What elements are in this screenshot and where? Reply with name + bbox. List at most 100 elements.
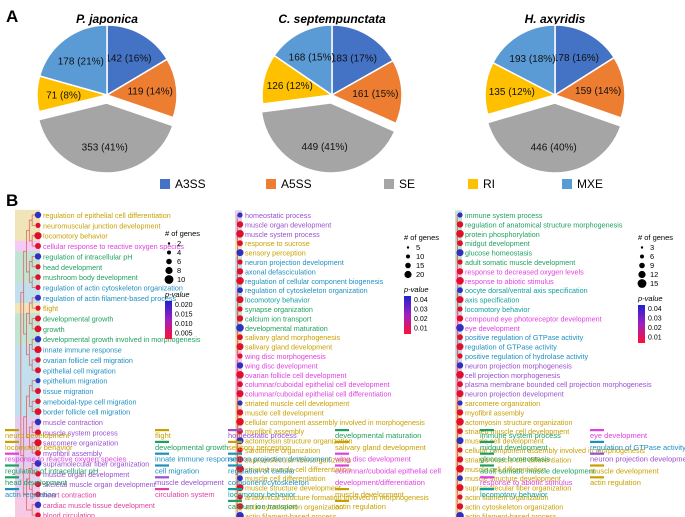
size-legend-value: 15 [416,261,424,270]
pvalue-title: p-value [403,285,429,294]
legend-item-se: SE [384,177,415,191]
term-dot [35,450,41,457]
category-label: actin regulation [590,478,641,487]
term-dot [457,494,463,500]
term-dot [34,501,42,508]
category-swatch [590,429,604,432]
category-swatch [480,488,494,491]
pie-slice [105,58,178,119]
category-label: immune system process [480,431,561,440]
dendrogram-link [31,297,35,309]
term-dot [236,390,244,398]
size-legend-value: 15 [650,279,658,288]
size-legend-dot [167,250,171,255]
size-legend-value: 5 [416,243,420,252]
term-label: muscle structure development [465,474,561,483]
category-label: regulation of GTPase activity [590,443,685,452]
term-dot [237,259,243,265]
size-legend-dot [406,246,410,249]
category-label: regulation of cellular [228,466,296,475]
category-swatch [5,440,19,443]
term-label: myofibril assembly [465,408,525,417]
term-dot [34,408,42,416]
term-dot [237,381,243,388]
dendrogram-link [31,214,35,226]
term-dot [35,294,41,301]
term-label: ovarian follicle cell migration [43,356,133,365]
term-label: striated muscle cell development [465,427,569,436]
pie-slice [273,24,333,97]
category-label: eye development [590,431,648,440]
category-swatch [335,440,349,443]
category-swatch [590,440,604,443]
category-label: actin regulation [5,490,56,499]
term-label: mushroom body development [43,273,138,282]
term-dot [35,481,41,488]
pvalue-title: p-value [164,290,190,299]
term-label: muscle structure development [245,484,341,493]
dendrogram-link [31,380,35,392]
category-label: actin regulation [335,502,386,511]
term-dot [457,287,463,294]
category-swatch [480,429,494,432]
slice-label: 71 (8%) [46,90,81,101]
pie-slice [260,102,396,174]
category-swatch [335,464,349,467]
pie-title: C. septempunctata [278,12,386,26]
term-dot [34,418,42,426]
term-dot [35,378,41,384]
term-label: actin filament-based process [245,512,337,517]
category-label: response to reactive oxygen species [5,455,127,464]
pvalue-tick: 0.01 [648,335,662,342]
slice-label: 168 (15%) [289,53,335,64]
term-label: salivary gland development [245,343,332,352]
category-label: circulation system [155,490,215,499]
term-dot [35,398,41,405]
size-legend-value: 10 [416,252,424,261]
cluster-band [235,238,242,258]
term-label: locomotory behavior [43,232,108,241]
term-label: regulation of GTPase activity [465,343,557,352]
legend-label: RI [483,177,495,191]
enrichment-panel-1: regulation of epithelial cell differenti… [5,209,237,517]
term-dot [35,264,41,270]
term-dot [456,456,464,463]
pvalue-tick: 0.03 [648,316,662,323]
pie-slice [491,24,556,97]
legend-item-mxe: MXE [562,177,603,191]
size-legend-dot [639,262,645,269]
term-label: columnar/cuboidal epithelial cell develo… [245,380,390,389]
category-swatch [155,488,169,491]
slice-label: 159 (14%) [575,86,621,97]
term-dot [34,232,42,240]
pvalue-tick: 0.04 [414,297,428,304]
pie-slice [553,56,626,119]
term-label: anatomical structure formation involved … [245,493,429,502]
category-label: neuron projection development [590,455,685,464]
term-label: striated muscle cell development [245,399,349,408]
term-label: regulation of actin filament-based proce… [43,294,176,303]
category-label: flight [155,431,172,440]
term-label: actomyosin structure organization [245,437,352,446]
pie-slice [331,24,395,97]
term-dot [236,343,244,351]
pvalue-tick: 0.010 [175,321,193,328]
term-dot [34,211,42,219]
term-label: cellular response to reactive oxygen spe… [43,242,184,251]
term-label: supramolecular fiber organization [465,484,571,493]
term-dot [35,222,41,228]
term-dot [456,362,464,369]
pvalue-tick: 0.03 [414,307,428,314]
cluster-band [15,240,40,252]
term-label: myofibril assembly [43,449,103,458]
legend-label: MXE [577,177,603,191]
size-legend-value: 4 [177,248,181,257]
term-dot [34,460,42,467]
category-label: response to abiotic stimulus [480,478,573,487]
term-label: wing disc morphogenesis [244,352,326,361]
category-swatch [228,499,242,502]
category-label: muscle development [155,478,225,487]
term-dot [237,447,243,453]
slice-label: 178 (21%) [58,56,104,67]
